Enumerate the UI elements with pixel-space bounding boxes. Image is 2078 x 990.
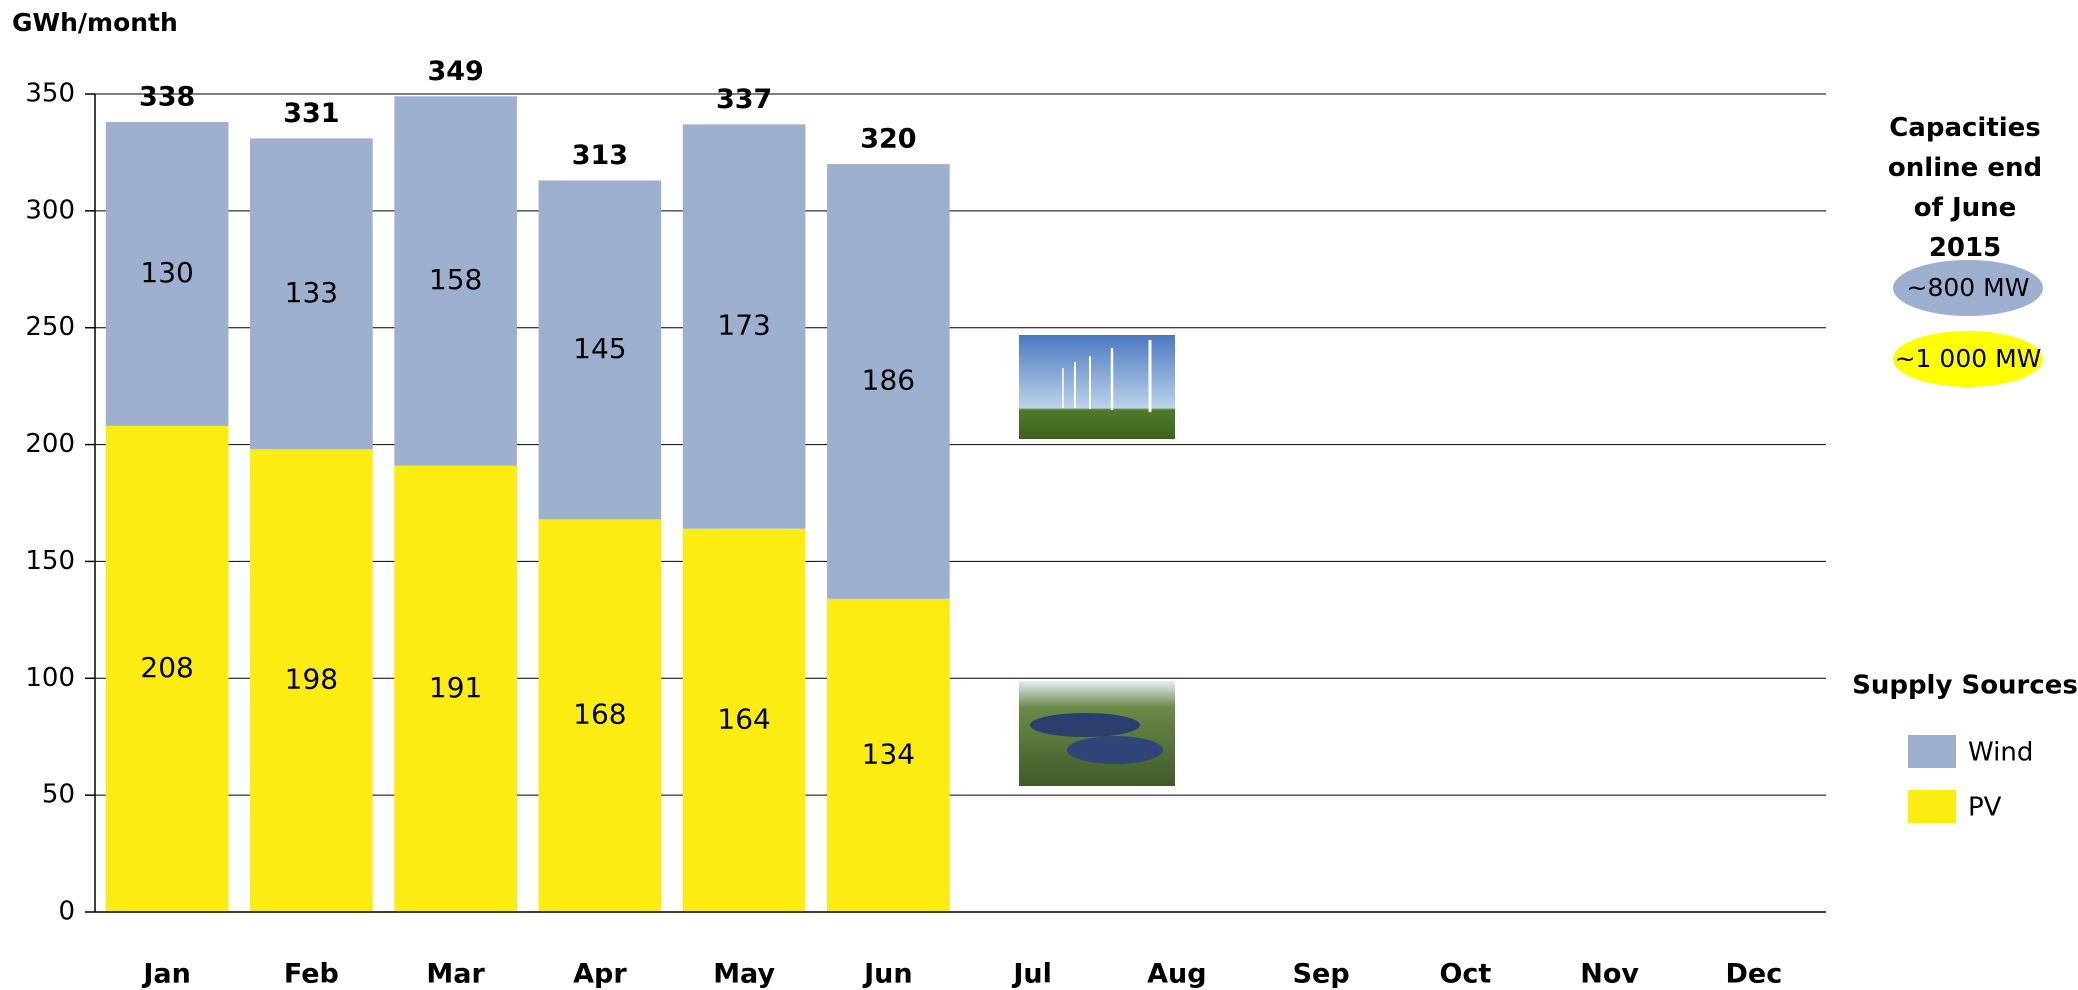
- x-tick-label: Aug: [1147, 959, 1206, 990]
- y-tick-label: 100: [25, 663, 75, 693]
- x-tick-label: Nov: [1580, 959, 1639, 990]
- value-label: 198: [285, 663, 338, 696]
- y-tick-label: 250: [25, 312, 75, 342]
- legend-swatch: [1908, 735, 1956, 768]
- bar-segment: [250, 449, 373, 912]
- legend-swatch: [1908, 790, 1956, 823]
- y-tick-label: 0: [58, 897, 75, 927]
- x-tick-label: Jul: [1011, 959, 1052, 990]
- bar-segment: [394, 465, 517, 912]
- legend-label: Wind: [1968, 738, 2033, 768]
- y-tick-label: 50: [42, 780, 75, 810]
- value-label: 173: [717, 309, 770, 342]
- x-tick-label: Mar: [426, 959, 485, 990]
- y-tick-label: 300: [25, 195, 75, 225]
- wind-capacity-ellipse: [1893, 260, 2043, 316]
- legend-title: Supply Sources: [1852, 671, 2078, 701]
- value-label: 164: [717, 702, 770, 735]
- bar-segment: [827, 598, 950, 912]
- wind-photo: [1019, 335, 1175, 439]
- value-label: 208: [140, 651, 193, 684]
- y-tick-label: 200: [25, 429, 75, 459]
- x-tick-label: Jun: [862, 959, 913, 990]
- bar-segment: [827, 164, 950, 599]
- value-label: 168: [573, 698, 626, 731]
- total-label: 320: [860, 124, 916, 155]
- value-label: 133: [285, 276, 338, 309]
- y-axis-label: GWh/month: [12, 8, 178, 37]
- total-label: 331: [283, 98, 339, 129]
- legend-label: PV: [1968, 793, 2002, 823]
- capacities-title: Capacities online end of June 2015: [1887, 113, 2043, 263]
- y-tick-label: 350: [25, 79, 75, 109]
- total-label: 313: [572, 140, 628, 171]
- x-tick-label: Sep: [1293, 959, 1350, 990]
- value-label: 158: [429, 263, 482, 296]
- value-label: 130: [140, 256, 193, 289]
- bar-segment: [250, 138, 373, 450]
- bar-segment: [105, 425, 229, 912]
- value-label: 134: [862, 737, 915, 770]
- bar-segment: [682, 124, 806, 529]
- value-label: 186: [862, 363, 915, 396]
- x-tick-label: May: [713, 959, 775, 990]
- bar-segment: [105, 122, 229, 426]
- bar-segment: [538, 180, 662, 520]
- bar-segment: [538, 519, 662, 912]
- value-label: 145: [573, 332, 626, 365]
- total-label: 338: [139, 82, 195, 113]
- bar-segment: [682, 528, 806, 912]
- x-tick-label: Apr: [573, 959, 627, 990]
- x-tick-label: Feb: [284, 959, 339, 990]
- x-tick-label: Oct: [1439, 959, 1491, 990]
- total-label: 349: [427, 56, 483, 87]
- wind-capacity: ~800 MW: [1907, 273, 2030, 302]
- total-label: 337: [716, 84, 772, 115]
- x-tick-label: Dec: [1726, 959, 1783, 990]
- pv-capacity: ~1 000 MW: [1895, 344, 2042, 373]
- solar-photo: [1019, 681, 1175, 786]
- y-tick-label: 150: [25, 546, 75, 576]
- x-tick-label: Jan: [141, 959, 191, 990]
- bar-segment: [394, 96, 517, 466]
- value-label: 191: [429, 671, 482, 704]
- pv-capacity-ellipse: [1893, 331, 2043, 387]
